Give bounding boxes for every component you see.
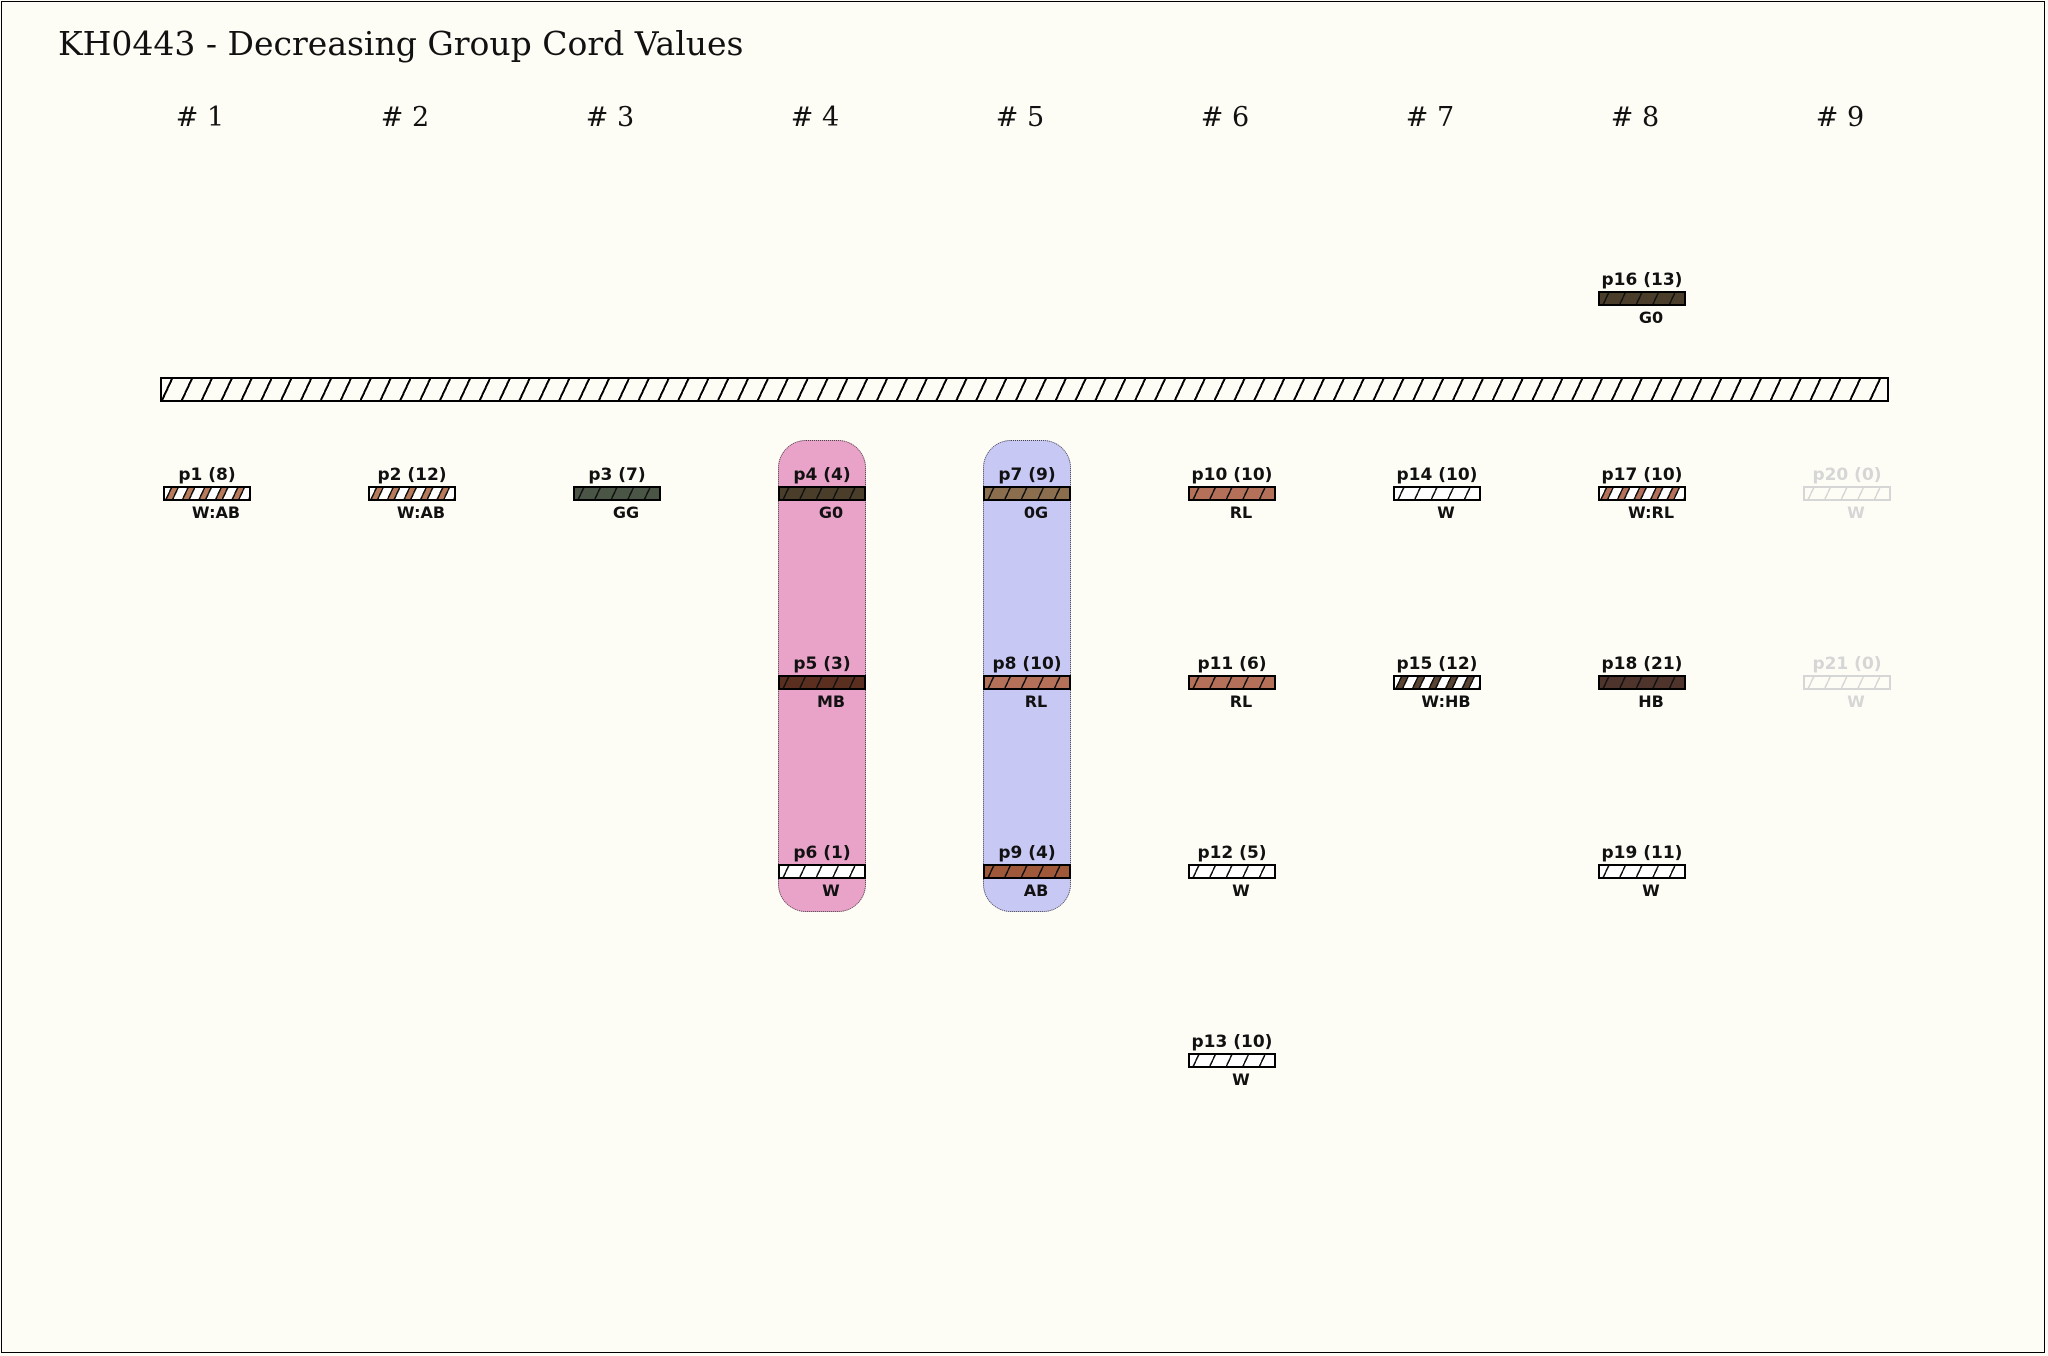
cord-p11: p11 (6) RL (1177, 653, 1287, 712)
cord-label: p19 (11) (1601, 843, 1683, 863)
cord-label: p8 (10) (992, 654, 1062, 674)
cord-color-code: W (1232, 881, 1250, 900)
cord-p4: p4 (4) G0 (767, 464, 877, 523)
cord-color-code: W (1847, 692, 1865, 711)
group-header-6: # 6 (1200, 102, 1250, 133)
cord-bar (368, 486, 456, 501)
cord-bar (163, 486, 251, 501)
cord-bar (1393, 486, 1481, 501)
cord-color-code: G0 (1638, 308, 1664, 327)
group-header-9: # 9 (1815, 102, 1865, 133)
cord-label: p17 (10) (1601, 465, 1683, 485)
cord-color-code: W:AB (191, 503, 241, 522)
cord-label: p18 (21) (1601, 654, 1683, 674)
cord-label: p4 (4) (793, 465, 851, 485)
cord-p5: p5 (3) MB (767, 653, 877, 712)
cord-bar (1598, 864, 1686, 879)
group-header-1: # 1 (175, 102, 225, 133)
cord-label: p15 (12) (1396, 654, 1478, 674)
group-header-3: # 3 (585, 102, 635, 133)
cord-bar (983, 486, 1071, 501)
cord-color-code: W:HB (1421, 692, 1471, 711)
cord-color-code: RL (1229, 692, 1253, 711)
group-header-7: # 7 (1405, 102, 1455, 133)
page-title: KH0443 - Decreasing Group Cord Values (58, 24, 744, 63)
primary-cord (160, 377, 1889, 402)
cord-p3: p3 (7) GG (562, 464, 672, 523)
cord-label: p11 (6) (1197, 654, 1267, 674)
cord-p21: p21 (0) W (1792, 653, 1902, 712)
cord-color-code: W (822, 881, 840, 900)
cord-color-code: W (1437, 503, 1455, 522)
cord-bar (1803, 486, 1891, 501)
cord-label: p14 (10) (1396, 465, 1478, 485)
cord-p15: p15 (12) W:HB (1382, 653, 1492, 712)
cord-color-code: W (1642, 881, 1660, 900)
group-header-4: # 4 (790, 102, 840, 133)
cord-p2: p2 (12) W:AB (357, 464, 467, 523)
cord-bar (573, 486, 661, 501)
cord-p6: p6 (1) W (767, 842, 877, 901)
cord-p18: p18 (21) HB (1587, 653, 1697, 712)
cord-bar (778, 675, 866, 690)
cord-p16: p16 (13) G0 (1587, 269, 1697, 328)
cord-bar (1188, 864, 1276, 879)
cord-bar (1188, 486, 1276, 501)
cord-label: p20 (0) (1812, 465, 1882, 485)
cord-bar (778, 486, 866, 501)
cord-label: p2 (12) (377, 465, 447, 485)
cord-color-code: W (1847, 503, 1865, 522)
cord-label: p5 (3) (793, 654, 851, 674)
cord-bar (1598, 291, 1686, 306)
cord-bar (1188, 675, 1276, 690)
cord-bar (1803, 675, 1891, 690)
cord-p9: p9 (4) AB (972, 842, 1082, 901)
cord-label: p6 (1) (793, 843, 851, 863)
cord-bar (1188, 1053, 1276, 1068)
cord-label: p9 (4) (998, 843, 1056, 863)
cord-color-code: G0 (818, 503, 844, 522)
cord-p13: p13 (10) W (1177, 1031, 1287, 1090)
cord-color-code: RL (1024, 692, 1048, 711)
group-header-2: # 2 (380, 102, 430, 133)
cord-bar (1598, 486, 1686, 501)
cord-color-code: W (1232, 1070, 1250, 1089)
cord-color-code: MB (816, 692, 846, 711)
cord-p12: p12 (5) W (1177, 842, 1287, 901)
cord-color-code: W:RL (1627, 503, 1675, 522)
cord-label: p12 (5) (1197, 843, 1267, 863)
cord-label: p7 (9) (998, 465, 1056, 485)
cord-p8: p8 (10) RL (972, 653, 1082, 712)
cord-color-code: HB (1638, 692, 1664, 711)
cord-bar (778, 864, 866, 879)
cord-color-code: 0G (1023, 503, 1049, 522)
cord-p19: p19 (11) W (1587, 842, 1697, 901)
cord-p10: p10 (10) RL (1177, 464, 1287, 523)
cord-color-code: AB (1023, 881, 1049, 900)
cord-label: p13 (10) (1191, 1032, 1273, 1052)
cord-bar (1598, 675, 1686, 690)
cord-bar (983, 675, 1071, 690)
cord-p20: p20 (0) W (1792, 464, 1902, 523)
cord-p7: p7 (9) 0G (972, 464, 1082, 523)
cord-p17: p17 (10) W:RL (1587, 464, 1697, 523)
cord-bar (1393, 675, 1481, 690)
cord-label: p21 (0) (1812, 654, 1882, 674)
cord-p1: p1 (8) W:AB (152, 464, 262, 523)
cord-color-code: RL (1229, 503, 1253, 522)
cord-label: p16 (13) (1601, 270, 1683, 290)
cord-color-code: W:AB (396, 503, 446, 522)
cord-p14: p14 (10) W (1382, 464, 1492, 523)
cord-label: p3 (7) (588, 465, 646, 485)
cord-label: p1 (8) (178, 465, 236, 485)
cord-bar (983, 864, 1071, 879)
group-header-8: # 8 (1610, 102, 1660, 133)
cord-color-code: GG (612, 503, 640, 522)
cord-label: p10 (10) (1191, 465, 1273, 485)
group-header-5: # 5 (995, 102, 1045, 133)
